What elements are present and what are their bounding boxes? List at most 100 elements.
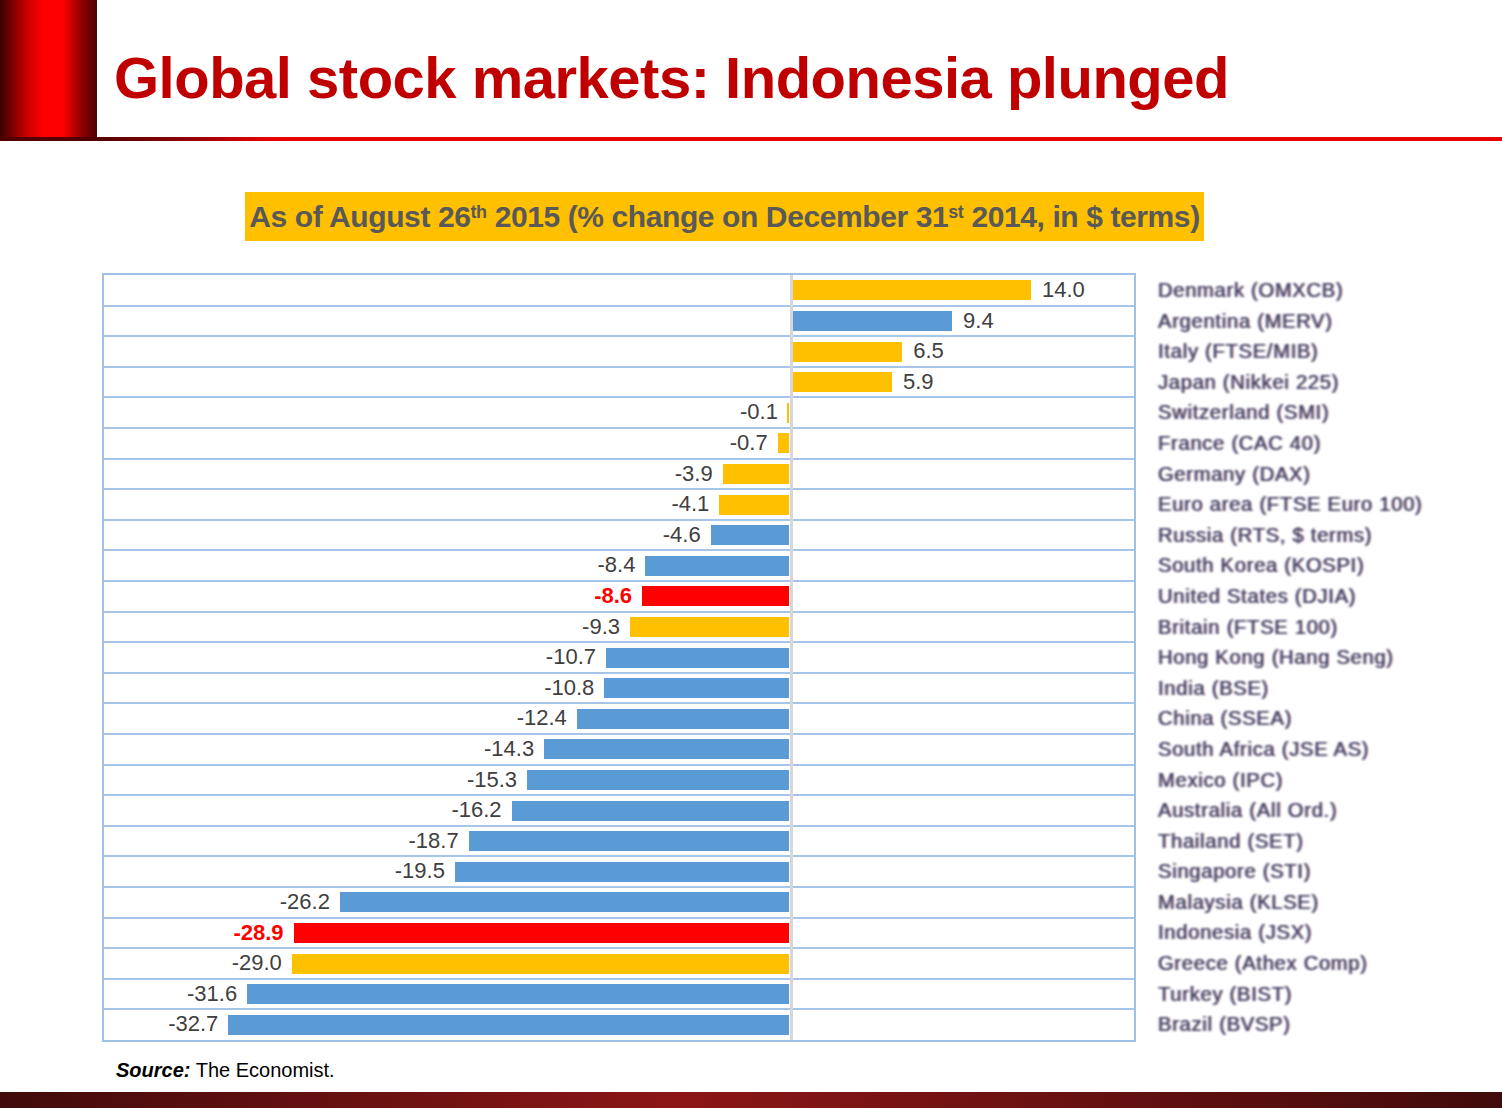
category-label: Singapore (STI) — [1158, 856, 1502, 887]
chart-gridline — [104, 366, 1134, 368]
category-label: China (SSEA) — [1158, 703, 1502, 734]
source-note: Source: The Economist. — [116, 1059, 335, 1082]
category-label: Brazil (BVSP) — [1158, 1009, 1502, 1040]
bar-value-label: -18.7 — [409, 826, 459, 857]
bar-value-label: -0.7 — [730, 428, 768, 459]
bar-brazil-bvsp — [228, 1015, 788, 1035]
bar-value-label: -3.9 — [675, 459, 713, 490]
bar-value-label: -8.6 — [594, 581, 632, 612]
bar-value-label: 9.4 — [963, 306, 994, 337]
bar-australia-all-ord — [512, 801, 789, 821]
category-label: Greece (Athex Comp) — [1158, 948, 1502, 979]
category-label: Argentina (MERV) — [1158, 306, 1502, 337]
category-label: Germany (DAX) — [1158, 459, 1502, 490]
chart-gridline — [104, 427, 1134, 429]
category-label: France (CAC 40) — [1158, 428, 1502, 459]
bar-value-label: -26.2 — [280, 887, 330, 918]
category-label: Malaysia (KLSE) — [1158, 887, 1502, 918]
bar-value-label: -32.7 — [168, 1009, 218, 1040]
category-label: Mexico (IPC) — [1158, 765, 1502, 796]
bar-chart-plot-area: 14.09.46.55.9-0.1-0.7-3.9-4.1-4.6-8.4-8.… — [102, 273, 1136, 1042]
bar-japan-nikkei — [793, 372, 892, 392]
bar-value-label: -8.4 — [598, 550, 636, 581]
category-label: India (BSE) — [1158, 673, 1502, 704]
bar-value-label: -4.6 — [663, 520, 701, 551]
subtitle-text-3: 2014, in $ terms) — [963, 200, 1199, 233]
bar-value-label: -4.1 — [671, 489, 709, 520]
subtitle-text-2: 2015 (% change on December 31 — [487, 200, 949, 233]
chart-gridline — [104, 396, 1134, 398]
footer-accent-bar — [0, 1092, 1502, 1108]
chart-gridline — [104, 764, 1134, 766]
bar-indonesia-jsx — [294, 923, 789, 943]
category-label: Italy (FTSE/MIB) — [1158, 336, 1502, 367]
bar-value-label: -9.3 — [582, 612, 620, 643]
bar-value-label: -29.0 — [232, 948, 282, 979]
bar-south-korea-kospi — [645, 556, 788, 576]
subtitle-banner: As of August 26th 2015 (% change on Dece… — [245, 192, 1204, 241]
bar-value-label: -19.5 — [395, 856, 445, 887]
chart-gridline — [104, 886, 1134, 888]
bar-value-label: -31.6 — [187, 979, 237, 1010]
category-label: South Africa (JSE AS) — [1158, 734, 1502, 765]
category-labels: Denmark (OMXCB)Argentina (MERV)Italy (FT… — [1158, 275, 1502, 1040]
bar-turkey-bist — [247, 984, 788, 1004]
category-label: Thailand (SET) — [1158, 826, 1502, 857]
chart-gridline — [104, 458, 1134, 460]
source-label: Source: — [116, 1059, 190, 1081]
chart-gridline — [104, 855, 1134, 857]
chart-gridline — [104, 702, 1134, 704]
category-label: Switzerland (SMI) — [1158, 397, 1502, 428]
bar-euro-area-ftse-euro — [719, 495, 788, 515]
slide-title: Global stock markets: Indonesia plunged — [114, 44, 1229, 111]
category-label: United States (DJIA) — [1158, 581, 1502, 612]
category-label: Russia (RTS, $ terms) — [1158, 520, 1502, 551]
bar-mexico-ipc — [527, 770, 789, 790]
bar-value-label: 14.0 — [1042, 275, 1085, 306]
bar-value-label: -28.9 — [233, 918, 283, 949]
category-label: Turkey (BIST) — [1158, 979, 1502, 1010]
bar-value-label: -10.7 — [546, 642, 596, 673]
chart-gridline — [104, 733, 1134, 735]
chart-gridline — [104, 488, 1134, 490]
category-label: South Korea (KOSPI) — [1158, 550, 1502, 581]
category-label: Japan (Nikkei 225) — [1158, 367, 1502, 398]
subtitle-sup-th: th — [471, 202, 487, 222]
category-label: Hong Kong (Hang Seng) — [1158, 642, 1502, 673]
bar-denmark-omxcb — [793, 280, 1031, 300]
category-label: Australia (All Ord.) — [1158, 795, 1502, 826]
bar-germany-dax — [723, 464, 789, 484]
category-label: Indonesia (JSX) — [1158, 917, 1502, 948]
bar-argentina-merv — [793, 311, 952, 331]
category-label: Britain (FTSE 100) — [1158, 612, 1502, 643]
bar-thailand-set — [469, 831, 789, 851]
bar-value-label: -16.2 — [451, 795, 501, 826]
bar-italy-ftse-mib — [793, 342, 903, 362]
bar-south-africa-jse-as — [544, 739, 788, 759]
bar-value-label: -12.4 — [517, 703, 567, 734]
bar-india-bse — [604, 678, 788, 698]
header-accent-line — [0, 137, 1502, 141]
header-accent-block — [0, 0, 97, 137]
bar-value-label: -14.3 — [484, 734, 534, 765]
bar-singapore-sti — [455, 862, 789, 882]
bar-value-label: 5.9 — [903, 367, 934, 398]
chart-gridline — [104, 825, 1134, 827]
subtitle-text-1: As of August 26 — [249, 200, 470, 233]
category-label: Euro area (FTSE Euro 100) — [1158, 489, 1502, 520]
bar-greece-athex-comp — [292, 954, 789, 974]
category-label: Denmark (OMXCB) — [1158, 275, 1502, 306]
bar-russia-rts-terms — [711, 525, 789, 545]
chart-gridline — [104, 1008, 1134, 1010]
source-text: The Economist. — [190, 1059, 334, 1081]
bar-hong-kong-hang-seng — [606, 648, 789, 668]
bar-value-label: -15.3 — [467, 765, 517, 796]
chart-gridline — [104, 794, 1134, 796]
bar-united-states-djia — [642, 586, 789, 606]
bar-china-ssea — [577, 709, 789, 729]
bar-value-label: 6.5 — [913, 336, 944, 367]
chart-gridline — [104, 519, 1134, 521]
chart-gridline — [104, 672, 1134, 674]
zero-axis-line — [790, 275, 793, 1040]
subtitle-sup-st: st — [948, 202, 963, 222]
